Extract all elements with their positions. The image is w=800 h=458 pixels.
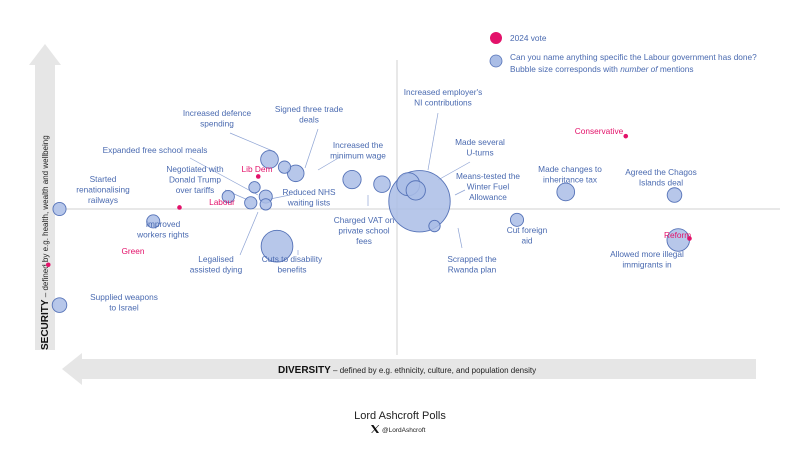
bubble-label: Increased employer's NI contributions bbox=[404, 87, 483, 108]
party-label: Green bbox=[121, 246, 144, 256]
leader-line bbox=[304, 128, 319, 169]
party-point bbox=[255, 174, 261, 179]
bubble-label: Legalised assisted dying bbox=[190, 254, 243, 275]
bubble-label: Means-tested the Winter Fuel Allowance bbox=[456, 171, 520, 202]
bubble-point bbox=[51, 297, 68, 313]
party-label: Labour bbox=[209, 197, 235, 207]
bubble-point bbox=[428, 219, 441, 233]
leader-line bbox=[229, 132, 276, 153]
party-point bbox=[687, 236, 692, 241]
leader-line bbox=[317, 156, 341, 171]
bubble-point bbox=[342, 169, 362, 190]
bubble-label: Charged VAT on private school fees bbox=[334, 215, 395, 246]
diversity-axis-arrow: DIVERSITY – defined by e.g. ethnicity, c… bbox=[62, 353, 756, 385]
legend-vote-marker bbox=[490, 32, 502, 44]
leader-line bbox=[189, 157, 259, 196]
leader-line bbox=[239, 211, 259, 256]
bubble-labels: Increased defence spending Signed three tr… bbox=[76, 87, 697, 313]
y-axis-label: SECURITY – defined by e.g. health, wealt… bbox=[40, 135, 51, 350]
bubble-point bbox=[260, 150, 279, 169]
bubble-label: Expanded free school meals bbox=[103, 145, 208, 155]
bubble-label: Cut foreign aid bbox=[507, 225, 548, 246]
credit-handle[interactable]: @LordAshcroft bbox=[382, 427, 426, 434]
credit-name: Lord Ashcroft Polls bbox=[354, 410, 446, 422]
bubble-label: Improved workers rights bbox=[136, 219, 189, 240]
legend-bubble-marker bbox=[489, 54, 503, 68]
bubble-label: Supplied weapons to Israel bbox=[90, 292, 158, 313]
bubble-point bbox=[277, 160, 292, 174]
bubble-label: Signed three trade deals bbox=[275, 104, 344, 125]
bubble-point bbox=[287, 164, 305, 183]
bubble-point bbox=[666, 187, 683, 203]
leader-line bbox=[427, 112, 439, 171]
x-axis-label: DIVERSITY – defined by e.g. ethnicity, c… bbox=[278, 365, 536, 376]
legend-mentions-line1: Can you name anything specific the Labou… bbox=[510, 52, 757, 62]
bubble-point bbox=[260, 229, 294, 263]
bubble-label: Cuts to disability benefits bbox=[262, 254, 323, 275]
party-label: Lib Dem bbox=[242, 164, 273, 174]
bubble-label: Made changes to inheritance tax bbox=[538, 164, 602, 185]
bubble-point bbox=[259, 198, 272, 211]
bubble-point bbox=[52, 201, 67, 217]
bubble-label: Increased the minimum wage bbox=[330, 140, 386, 161]
bubble-label: Increased defence spending bbox=[183, 108, 252, 129]
party-point bbox=[177, 205, 182, 210]
bubble-label: Scrapped the Rwanda plan bbox=[447, 254, 497, 275]
party-label: Reform bbox=[664, 230, 691, 240]
bubble-point bbox=[221, 190, 235, 204]
bubble-point bbox=[405, 180, 426, 201]
leader-line bbox=[454, 189, 466, 196]
bubble-label: Started renationalising railways bbox=[76, 174, 130, 205]
party-label: Conservative bbox=[575, 126, 624, 136]
bubble-label: Allowed more illegal immigrants in bbox=[610, 249, 684, 270]
leader-line bbox=[457, 227, 463, 249]
bubble-point bbox=[146, 214, 161, 229]
security-axis-arrow: SECURITY – defined by e.g. health, wealt… bbox=[29, 44, 61, 350]
leader-line bbox=[437, 161, 471, 181]
party-point bbox=[623, 133, 629, 139]
party-markers: Conservative Reform Lib Dem Labour Green bbox=[45, 126, 692, 268]
bubble-point bbox=[509, 212, 525, 227]
bubble-point bbox=[248, 181, 261, 194]
bubble-point bbox=[373, 175, 391, 193]
bubble-label: Agreed the Chagos Islands deal bbox=[625, 167, 697, 188]
bubble-label: Negotiated with Donald Trump over tariffs bbox=[166, 164, 224, 195]
bubble-point bbox=[244, 196, 258, 210]
legend-vote-label: 2024 vote bbox=[510, 33, 547, 43]
bubble-point bbox=[556, 182, 576, 202]
bubbles bbox=[51, 150, 690, 313]
legend-mentions-line2: Bubble size corresponds with number of m… bbox=[510, 64, 694, 74]
party-point bbox=[45, 262, 51, 268]
bubble-label: Reduced NHS waiting lists bbox=[282, 187, 336, 208]
legend: 2024 vote Can you name anything specific… bbox=[489, 32, 757, 74]
bubble-label: Made several U-turns bbox=[455, 137, 505, 158]
x-logo-icon[interactable] bbox=[371, 425, 380, 433]
